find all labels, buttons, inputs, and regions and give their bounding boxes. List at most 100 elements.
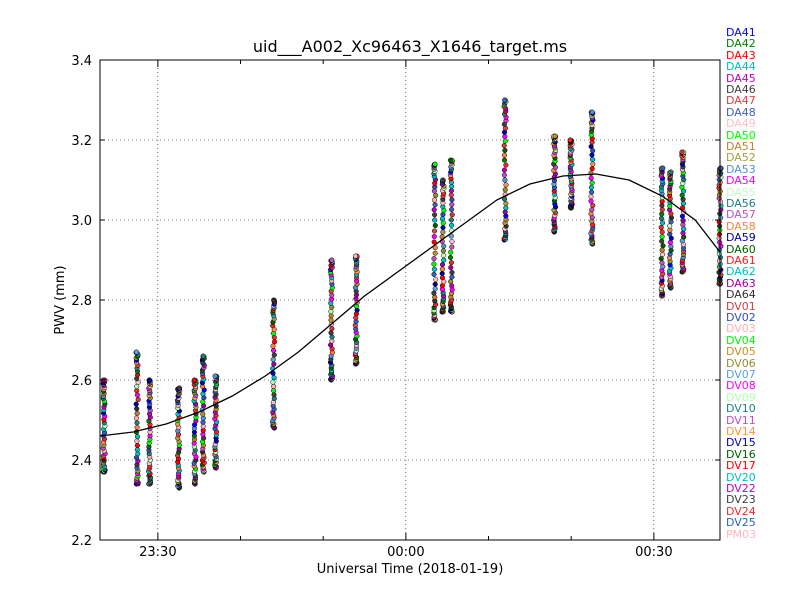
data-point-da54 (271, 347, 277, 354)
legend-item-da49: DA49 (726, 117, 756, 131)
data-point-da58 (501, 152, 508, 158)
data-point-pm03 (352, 253, 359, 259)
data-point-da64 (271, 297, 277, 303)
model-curve-line (99, 173, 721, 437)
data-point-da63 (439, 262, 446, 268)
data-point-da51 (134, 410, 140, 416)
data-point-dv20 (328, 300, 334, 306)
data-point-da61 (134, 388, 140, 394)
data-point-dv20 (432, 217, 438, 223)
data-point-dv05 (328, 317, 334, 323)
x-tick-label: 00:30 (635, 545, 672, 560)
data-point-dv11 (329, 257, 335, 263)
data-point-dv01 (501, 143, 507, 149)
data-point-dv23 (440, 177, 446, 183)
data-point-da63 (448, 265, 454, 271)
data-point-dv04 (440, 220, 446, 226)
data-point-da45 (431, 207, 437, 213)
data-point-dv08 (588, 198, 594, 204)
y-tick-labels: 2.2 2.4 2.6 2.8 3.0 3.2 3.4 (71, 54, 92, 549)
data-point-da52 (440, 229, 446, 235)
data-point-da62 (134, 434, 141, 440)
data-point-dv09 (270, 379, 276, 385)
data-point-da58 (270, 343, 276, 349)
data-point-dv03 (271, 383, 277, 389)
data-point-da48 (449, 206, 455, 213)
chart-title: uid___A002_Xc96463_X1646_target.ms (253, 37, 567, 57)
data-point-da56 (329, 334, 335, 340)
x-tick-label: 23:30 (139, 545, 176, 560)
data-point-dv10 (134, 420, 140, 426)
data-point-dv17 (191, 377, 197, 383)
x-tick-labels: 23:30 00:00 00:30 (139, 545, 672, 560)
legend-item-da61: DA61 (726, 254, 756, 267)
data-point-da48 (432, 202, 438, 208)
data-point-dv06 (448, 279, 454, 285)
axis-ticks (100, 59, 720, 541)
data-point-da63 (201, 403, 207, 409)
data-point-dv07 (270, 356, 276, 363)
data-point-da51 (659, 247, 665, 253)
legend-item-da64: DA64 (726, 288, 756, 302)
y-tick-label: 2.4 (71, 454, 92, 469)
data-point-da59 (439, 270, 445, 277)
data-point-dv03 (133, 415, 139, 421)
data-point-da58 (439, 266, 445, 272)
data-point-da46 (176, 385, 183, 391)
data-point-dv25 (449, 274, 455, 280)
data-point-da41 (679, 213, 685, 219)
data-point-da64 (134, 406, 140, 412)
data-point-da43 (272, 339, 278, 345)
data-point-da53 (502, 177, 508, 183)
legend-item-dv20: DV20 (726, 470, 756, 484)
legend-item-da43: DA43 (726, 48, 756, 62)
data-point-dv24 (271, 334, 277, 341)
data-point-dv05 (200, 411, 206, 417)
data-point-dv20 (588, 184, 594, 190)
legend-item-dv04: DV04 (726, 333, 756, 347)
legend-item-da60: DA60 (726, 242, 756, 256)
data-point-pm03 (134, 438, 140, 444)
data-point-da53 (212, 373, 218, 379)
legend-item-dv09: DV09 (726, 390, 756, 404)
data-point-dv14 (590, 161, 596, 167)
data-point-dv23 (449, 269, 455, 276)
data-point-da49 (449, 238, 455, 245)
data-point-dv02 (590, 148, 596, 154)
data-point-da50 (271, 388, 277, 394)
data-point-da62 (659, 220, 666, 226)
data-point-dv01 (659, 207, 665, 213)
data-point-dv04 (432, 161, 438, 167)
legend-item-da51: DA51 (726, 140, 756, 153)
legend-item-dv15: DV15 (726, 436, 756, 450)
data-point-dv23 (431, 290, 437, 296)
data-point-dv06 (433, 192, 439, 198)
data-point-da50 (659, 234, 665, 240)
data-point-dv05 (552, 133, 558, 139)
data-point-dv08 (134, 392, 140, 398)
legend-item-da53: DA53 (726, 162, 756, 176)
y-axis-label: PWV (mm) (53, 265, 68, 334)
data-point-dv22 (680, 230, 686, 236)
data-point-dv23 (271, 352, 277, 358)
data-point-dv25 (660, 165, 666, 171)
data-point-da51 (432, 294, 438, 300)
y-tick-label: 2.8 (71, 294, 92, 309)
legend-item-da48: DA48 (726, 105, 756, 119)
legend-item-dv03: DV03 (726, 322, 756, 336)
legend-item-da47: DA47 (726, 94, 756, 108)
x-axis-label: Universal Time (2018-01-19) (317, 562, 504, 577)
data-point-dv02 (440, 211, 446, 218)
data-point-da62 (681, 226, 687, 232)
legend-item-da62: DA62 (726, 265, 756, 279)
data-point-dv04 (589, 180, 595, 186)
legend-item-da44: DA44 (726, 60, 756, 74)
y-tick-label: 2.6 (71, 374, 92, 389)
data-point-dv17 (439, 275, 445, 281)
data-point-dv22 (501, 167, 507, 173)
data-point-da44 (590, 156, 596, 163)
legend-item-dv10: DV10 (726, 402, 756, 416)
data-point-dv15 (440, 224, 446, 231)
data-point-dv14 (503, 182, 509, 188)
